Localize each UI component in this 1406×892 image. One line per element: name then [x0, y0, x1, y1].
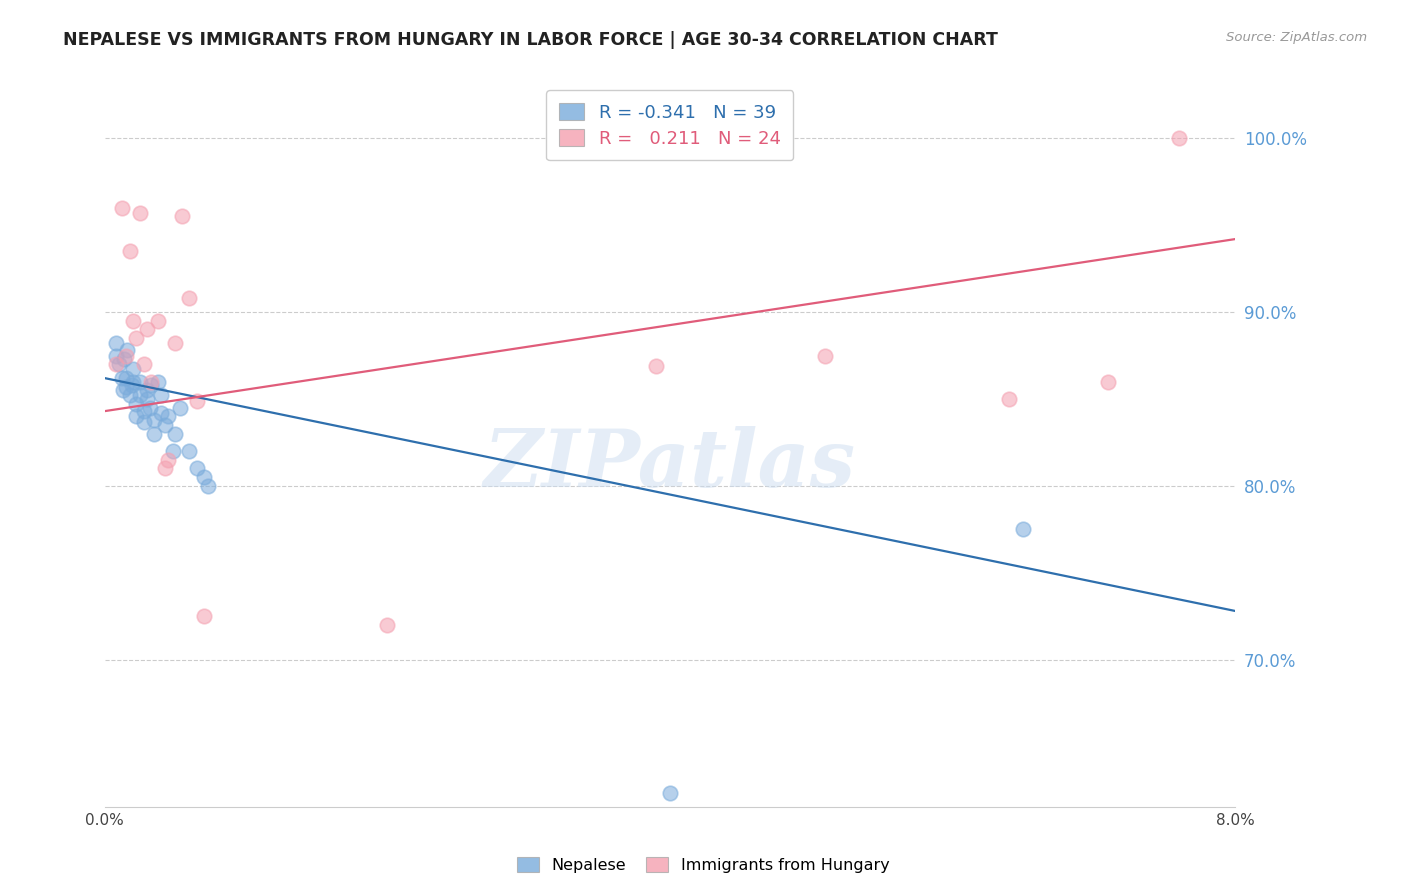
- Point: [120, 388, 142, 402]
- Point: [104, 349, 127, 363]
- Legend: Nepalese, Immigrants from Hungary: Nepalese, Immigrants from Hungary: [510, 851, 896, 880]
- Point: [108, 357, 131, 371]
- Point: [129, 206, 152, 220]
- Point: [115, 380, 138, 394]
- Point: [141, 375, 163, 389]
- Point: [1167, 131, 1189, 145]
- Point: [659, 787, 682, 801]
- Point: [122, 314, 145, 328]
- Point: [197, 479, 219, 493]
- Point: [179, 291, 201, 305]
- Legend: R = -0.341   N = 39, R =   0.211   N = 24: R = -0.341 N = 39, R = 0.211 N = 24: [547, 90, 793, 161]
- Point: [117, 343, 139, 358]
- Point: [136, 322, 159, 336]
- Point: [148, 375, 170, 389]
- Point: [169, 401, 191, 415]
- Point: [155, 417, 177, 432]
- Point: [115, 349, 138, 363]
- Point: [150, 388, 173, 402]
- Point: [141, 378, 163, 392]
- Point: [111, 371, 134, 385]
- Point: [129, 375, 152, 389]
- Point: [104, 357, 127, 371]
- Point: [1097, 375, 1119, 389]
- Point: [129, 388, 152, 402]
- Point: [134, 404, 156, 418]
- Text: NEPALESE VS IMMIGRANTS FROM HUNGARY IN LABOR FORCE | AGE 30-34 CORRELATION CHART: NEPALESE VS IMMIGRANTS FROM HUNGARY IN L…: [63, 31, 998, 49]
- Point: [136, 384, 159, 398]
- Point: [111, 201, 134, 215]
- Point: [1012, 522, 1035, 536]
- Point: [121, 378, 143, 392]
- Point: [375, 618, 398, 632]
- Point: [104, 336, 127, 351]
- Point: [998, 392, 1021, 406]
- Point: [143, 426, 166, 441]
- Point: [148, 314, 170, 328]
- Point: [172, 210, 194, 224]
- Point: [165, 426, 187, 441]
- Point: [193, 470, 215, 484]
- Point: [157, 409, 180, 424]
- Point: [114, 351, 136, 366]
- Point: [186, 393, 208, 408]
- Point: [814, 349, 837, 363]
- Point: [136, 392, 159, 406]
- Point: [134, 357, 156, 371]
- Point: [134, 415, 156, 429]
- Text: ZIPatlas: ZIPatlas: [484, 425, 856, 503]
- Point: [179, 444, 201, 458]
- Point: [143, 413, 166, 427]
- Point: [112, 384, 135, 398]
- Point: [120, 244, 142, 259]
- Point: [150, 406, 173, 420]
- Point: [193, 609, 215, 624]
- Point: [125, 409, 148, 424]
- Point: [115, 371, 138, 385]
- Point: [125, 397, 148, 411]
- Point: [186, 461, 208, 475]
- Point: [125, 331, 148, 345]
- Point: [157, 452, 180, 467]
- Point: [139, 401, 162, 415]
- Point: [155, 461, 177, 475]
- Text: Source: ZipAtlas.com: Source: ZipAtlas.com: [1226, 31, 1367, 45]
- Point: [165, 336, 187, 351]
- Point: [122, 362, 145, 376]
- Point: [122, 375, 145, 389]
- Point: [162, 444, 184, 458]
- Point: [644, 359, 666, 373]
